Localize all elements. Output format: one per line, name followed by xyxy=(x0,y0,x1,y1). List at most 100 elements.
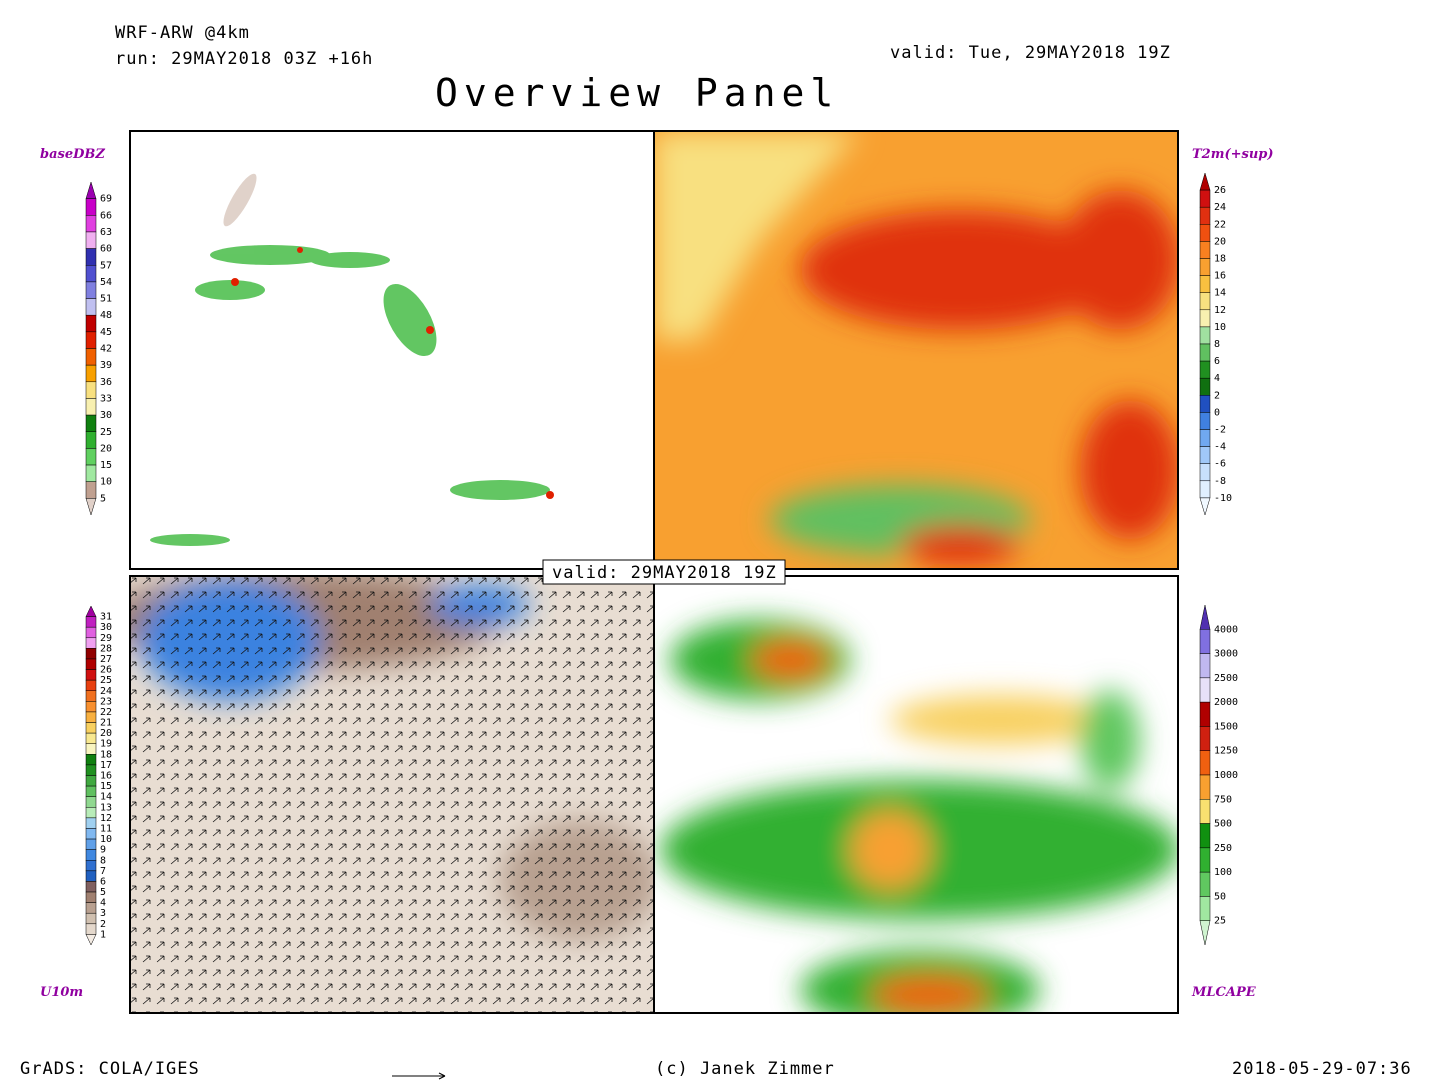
colorbar-segment xyxy=(85,870,97,882)
colorbar-segment xyxy=(1199,326,1211,345)
colorbar-tick-label: 2 xyxy=(100,919,106,930)
colorbar-segment xyxy=(85,860,97,872)
colorbar-tick-label: 11 xyxy=(100,823,112,834)
colorbar-tick-label: 42 xyxy=(100,344,112,355)
colorbar-tick-label: 13 xyxy=(100,802,112,813)
colorbar-segment xyxy=(1199,292,1211,311)
colorbar-tick-label: 36 xyxy=(100,377,112,388)
colorbar-tick-label: 57 xyxy=(100,260,112,271)
colorbar-segment xyxy=(85,817,97,829)
colorbar-segment xyxy=(85,838,97,850)
colorbar-segment xyxy=(1199,726,1211,751)
colorbar-tick-label: 1000 xyxy=(1214,770,1238,781)
colorbar-segment xyxy=(85,331,97,349)
colorbar-segment xyxy=(85,849,97,861)
colorbar-tick-label: 45 xyxy=(100,327,112,338)
colorbar-tick-label: 3 xyxy=(100,908,106,919)
colorbar-tick-label: 31 xyxy=(100,612,112,623)
colorbar-tick-label: 12 xyxy=(1214,305,1226,316)
footer-center: (c) Janek Zimmer xyxy=(655,1059,835,1079)
colorbar-segment xyxy=(1199,206,1211,225)
colorbar-segment xyxy=(1199,629,1211,654)
colorbar-segment xyxy=(85,679,97,691)
colorbar-segment xyxy=(1199,677,1211,703)
colorbar-segment xyxy=(85,785,97,797)
colorbar-segment xyxy=(85,414,97,433)
colorbar-end xyxy=(85,181,97,199)
scale-arrow-head xyxy=(438,1072,446,1080)
colorbar-segment xyxy=(85,902,97,914)
colorbar-segment xyxy=(85,711,97,723)
map-t2m xyxy=(654,131,1178,569)
colorbar-segment xyxy=(1199,395,1211,413)
colorbar-segment xyxy=(1199,463,1211,482)
colorbar-tick-label: 8 xyxy=(1214,339,1220,350)
colorbar-tick-label: 7 xyxy=(100,866,106,877)
colorbar-tick-label: 63 xyxy=(100,227,112,238)
colorbar-tick-label: 16 xyxy=(100,771,112,782)
colorbar-tick-label: 12 xyxy=(100,813,112,824)
colorbar-tick-label: 69 xyxy=(100,194,112,205)
map-dbz xyxy=(130,131,654,569)
colorbar-segment xyxy=(1199,823,1211,849)
colorbar-segment xyxy=(1199,871,1211,897)
center-label-box xyxy=(542,559,786,585)
colorbar-tick-label: 18 xyxy=(1214,254,1226,265)
colorbar-tick-label: 10 xyxy=(100,477,112,488)
colorbar-segment xyxy=(1199,701,1211,727)
colorbar-tick-label: 20 xyxy=(100,443,112,454)
colorbar-end xyxy=(1199,920,1211,946)
colorbar-segment xyxy=(1199,446,1211,464)
colorbar-tick-label: 2000 xyxy=(1214,697,1238,708)
colorbar-segment xyxy=(85,658,97,670)
colorbar-segment xyxy=(85,281,97,299)
colorbar-tick-label: 26 xyxy=(1214,185,1226,196)
colorbar-tick-label: 15 xyxy=(100,781,112,792)
colorbar-segment xyxy=(85,796,97,808)
colorbar-tick-label: 20 xyxy=(1214,236,1226,247)
colorbar-segment xyxy=(85,828,97,840)
colorbar-segment xyxy=(1199,377,1211,396)
colorbar-segment xyxy=(85,398,97,416)
colorbar-tick-label: 5 xyxy=(100,887,106,898)
valid-time: valid: Tue, 29MAY2018 19Z xyxy=(890,43,1171,63)
colorbar-tick-label: 22 xyxy=(1214,219,1226,230)
colorbar-segment xyxy=(1199,750,1211,776)
colorbar-tick-label: 1 xyxy=(100,929,106,940)
colorbar-tick-label: 750 xyxy=(1214,794,1232,805)
colorbar-tick-label: 6 xyxy=(1214,356,1220,367)
colorbar-tick-label: -8 xyxy=(1214,476,1226,487)
colorbar-tick-label: 15 xyxy=(100,460,112,471)
colorbar-end xyxy=(1199,497,1211,516)
colorbar-segment xyxy=(85,648,97,660)
colorbar-segment xyxy=(85,743,97,755)
colorbar-segment xyxy=(85,298,97,316)
colorbar-segment xyxy=(85,248,97,266)
colorbar-tick-label: 21 xyxy=(100,718,112,729)
colorbar-segment xyxy=(85,732,97,744)
colorbar-tick-label: 30 xyxy=(100,410,112,421)
colorbar-tick-label: 4000 xyxy=(1214,624,1238,635)
panel-label: MLCAPE xyxy=(1191,985,1257,1000)
colorbar-tick-label: 27 xyxy=(100,654,112,665)
colorbar-tick-label: -6 xyxy=(1214,459,1226,470)
colorbar-segment xyxy=(1199,189,1211,208)
colorbar-tick-label: 9 xyxy=(100,845,106,856)
colorbar-tick-label: 24 xyxy=(100,686,112,697)
colorbar-segment xyxy=(1199,799,1211,824)
colorbar-segment xyxy=(85,637,97,649)
colorbar-tick-label: 1250 xyxy=(1214,746,1238,757)
colorbar-tick-label: 8 xyxy=(100,855,106,866)
colorbar-segment xyxy=(1199,343,1211,362)
colorbar-tick-label: -2 xyxy=(1214,425,1226,436)
colorbar-tick-label: 19 xyxy=(100,739,112,750)
colorbar-segment xyxy=(85,314,97,333)
colorbar-segment xyxy=(85,669,97,681)
colorbar-segment xyxy=(85,775,97,787)
colorbar-tick-label: 0 xyxy=(1214,407,1220,418)
colorbar-segment xyxy=(1199,653,1211,679)
colorbar-segment xyxy=(1199,224,1211,242)
run: run: 29MAY2018 03Z +16h xyxy=(115,49,373,69)
